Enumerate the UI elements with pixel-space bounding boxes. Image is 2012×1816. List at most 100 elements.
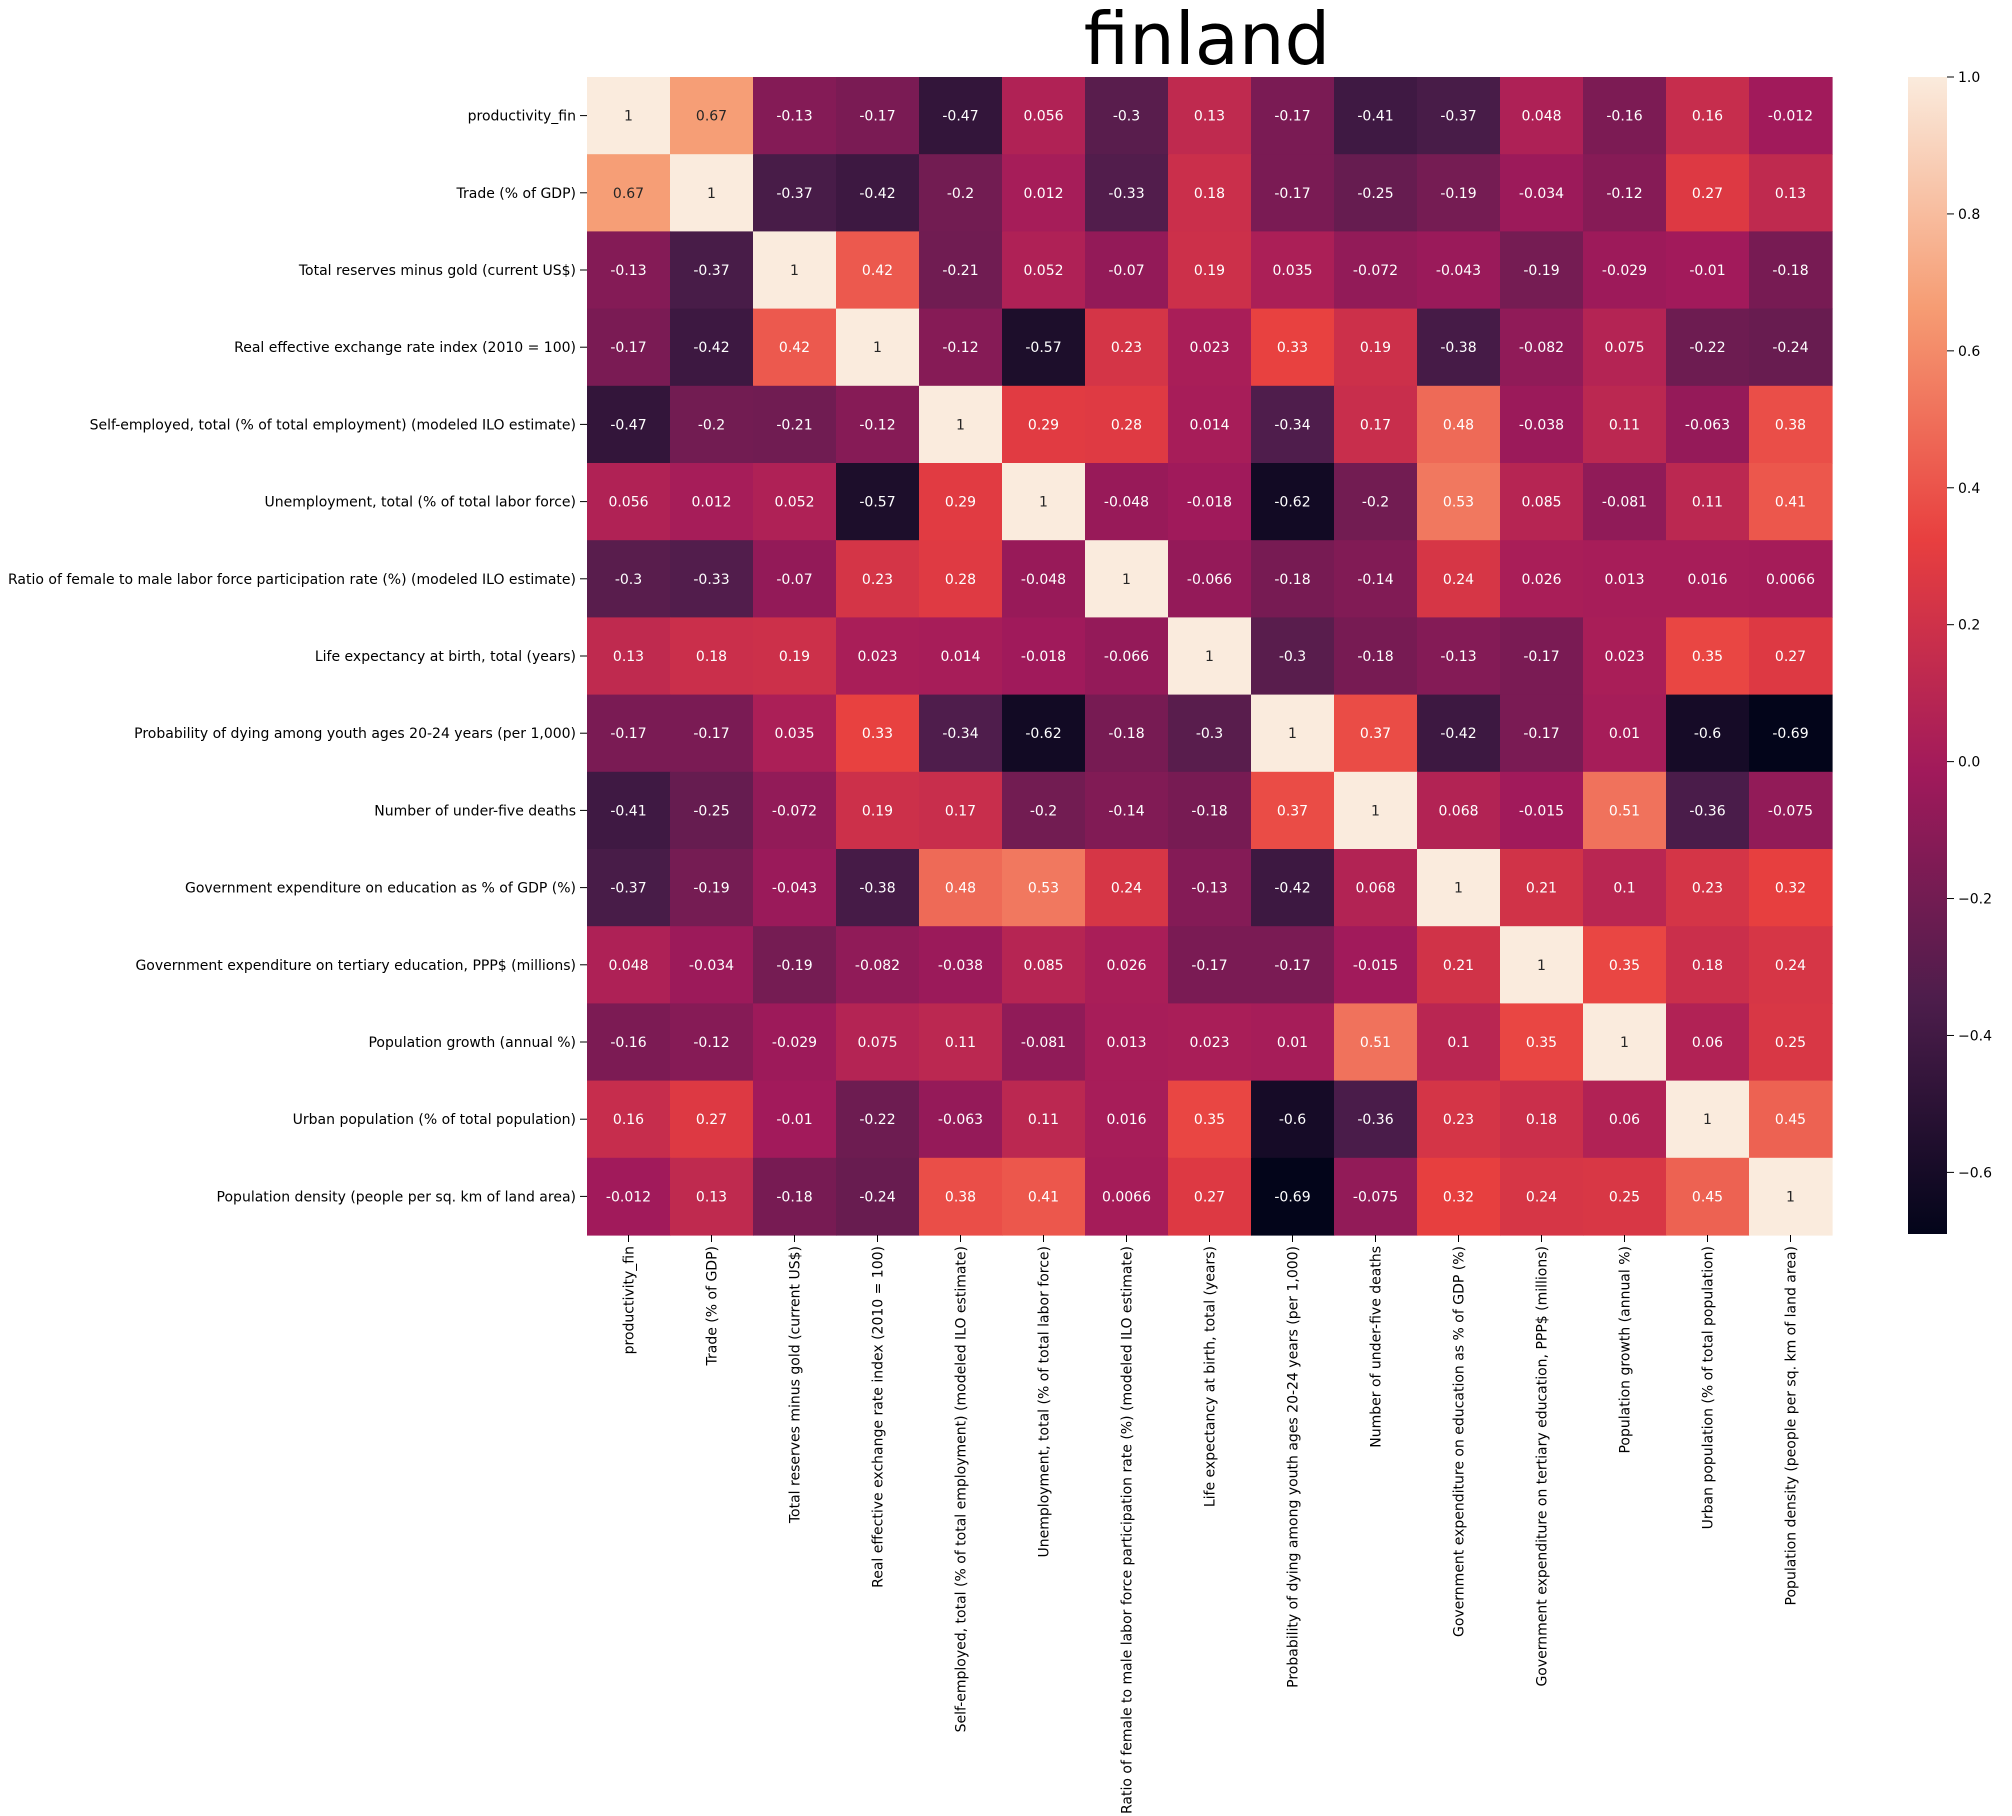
y-axis-labels: productivity_fin Trade (% of GDP) Total re… xyxy=(8,109,587,1205)
y-tick-label: Probability of dying among youth ages 20… xyxy=(134,726,576,742)
cell-annotation: 0.38 xyxy=(945,1189,976,1205)
cell-annotation: 0.026 xyxy=(1521,572,1561,588)
cell-annotation: -0.07 xyxy=(776,572,812,588)
cell-annotation: -0.2 xyxy=(947,186,974,202)
cell-annotation: -0.2 xyxy=(1362,495,1389,511)
cell-annotation: -0.015 xyxy=(1353,958,1398,974)
heatmap-cell xyxy=(1666,231,1750,310)
cell-annotation: 0.023 xyxy=(857,649,897,665)
cell-annotation: 0.023 xyxy=(1189,340,1229,356)
cell-annotation: -0.17 xyxy=(1274,109,1310,125)
heatmap-cell xyxy=(1666,926,1750,1004)
heatmap-cell xyxy=(1749,154,1833,232)
heatmap-cell xyxy=(1334,154,1418,232)
cell-annotation: 0.32 xyxy=(1775,881,1806,897)
heatmap-cell xyxy=(1168,1157,1252,1236)
heatmap-cell xyxy=(587,231,671,310)
heatmap-cell xyxy=(1085,926,1169,1004)
heatmap-cell xyxy=(1085,308,1169,387)
y-tick-label: Government expenditure on education as %… xyxy=(185,881,576,897)
heatmap-cell xyxy=(1417,77,1501,155)
cell-annotation: 0.1 xyxy=(1447,1035,1469,1051)
heatmap-cell xyxy=(670,1157,754,1236)
cell-annotation: 0.33 xyxy=(862,726,893,742)
x-tick-label: Population density (people per sq. km of… xyxy=(1784,1246,1800,1605)
cell-annotation: -0.01 xyxy=(1689,263,1725,279)
cell-annotation: -0.21 xyxy=(942,263,978,279)
y-tick-label: Ratio of female to male labor force part… xyxy=(8,572,576,588)
heatmap-cell xyxy=(1417,231,1501,310)
heatmap-cell xyxy=(587,771,671,850)
cell-annotation: 0.41 xyxy=(1775,495,1806,511)
heatmap-cell xyxy=(753,849,837,927)
heatmap-cell xyxy=(919,154,1003,232)
heatmap-cell xyxy=(1334,926,1418,1004)
cell-annotation: -0.47 xyxy=(942,109,978,125)
cell-annotation: 0.38 xyxy=(1775,417,1806,433)
heatmap-cell xyxy=(1417,1003,1501,1082)
heatmap-cell xyxy=(1334,385,1418,464)
cell-annotation: -0.038 xyxy=(938,958,983,974)
heatmap-cell xyxy=(919,308,1003,387)
cell-annotation: 0.51 xyxy=(1609,803,1640,819)
cell-annotation: -0.015 xyxy=(1519,803,1564,819)
colorbar-tick-label: 0.6 xyxy=(1958,344,1980,360)
cell-annotation: -0.072 xyxy=(772,803,817,819)
cell-annotation: -0.38 xyxy=(859,881,895,897)
heatmap-cell xyxy=(1334,463,1418,541)
heatmap-cell xyxy=(1417,694,1501,773)
heatmap-cell xyxy=(919,385,1003,464)
cell-annotation: 0.0066 xyxy=(1766,572,1815,588)
cell-annotation: -0.081 xyxy=(1021,1035,1066,1051)
cell-annotation: 1 xyxy=(956,417,965,433)
cell-annotation: 0.18 xyxy=(1692,958,1723,974)
heatmap-cells xyxy=(587,77,1833,1236)
cell-annotation: -0.22 xyxy=(1689,340,1725,356)
cell-annotation: 0.052 xyxy=(774,495,814,511)
cell-annotation: -0.19 xyxy=(776,958,812,974)
cell-annotation: -0.13 xyxy=(1440,649,1476,665)
cell-annotation: -0.066 xyxy=(1187,572,1232,588)
heatmap-cell xyxy=(670,771,754,850)
heatmap-cell xyxy=(1583,308,1667,387)
cell-annotation: 0.06 xyxy=(1692,1035,1723,1051)
heatmap-cell xyxy=(1666,849,1750,927)
x-tick-label: Life expectancy at birth, total (years) xyxy=(1203,1246,1219,1507)
heatmap-cell xyxy=(1583,463,1667,541)
heatmap-cell xyxy=(1749,617,1833,696)
cell-annotation: 0.19 xyxy=(1194,263,1225,279)
x-tick-label: Trade (% of GDP) xyxy=(705,1246,721,1366)
cell-annotation: 1 xyxy=(1371,803,1380,819)
cell-annotation: 0.19 xyxy=(1360,340,1391,356)
heatmap-cell xyxy=(1666,154,1750,232)
cell-annotation: -0.18 xyxy=(1357,649,1393,665)
cell-annotation: -0.17 xyxy=(1191,958,1227,974)
heatmap-cell xyxy=(1251,926,1335,1004)
heatmap-cell xyxy=(1666,771,1750,850)
cell-annotation: 0.026 xyxy=(1106,958,1146,974)
cell-annotation: 0.28 xyxy=(945,572,976,588)
cell-annotation: -0.33 xyxy=(693,572,729,588)
heatmap-cell xyxy=(1666,1157,1750,1236)
cell-annotation: 0.48 xyxy=(945,881,976,897)
heatmap-cell xyxy=(1583,926,1667,1004)
cell-annotation: 0.035 xyxy=(774,726,814,742)
cell-annotation: 0.01 xyxy=(1609,726,1640,742)
heatmap-cell xyxy=(670,154,754,232)
cell-annotation: 0.37 xyxy=(1360,726,1391,742)
colorbar-tick-label: −0.2 xyxy=(1958,892,1992,908)
cell-annotation: -0.62 xyxy=(1025,726,1061,742)
heatmap-cell xyxy=(1749,1080,1833,1159)
heatmap-cell xyxy=(1251,1003,1335,1082)
heatmap-cell xyxy=(1583,1080,1667,1159)
cell-annotation: 1 xyxy=(1454,881,1463,897)
heatmap-cell xyxy=(1583,617,1667,696)
cell-annotation: -0.33 xyxy=(1108,186,1144,202)
cell-annotation: -0.043 xyxy=(1436,263,1481,279)
cell-annotation: -0.42 xyxy=(1440,726,1476,742)
cell-annotation: 0.17 xyxy=(945,803,976,819)
cell-annotation: -0.69 xyxy=(1772,726,1808,742)
cell-annotation: 0.01 xyxy=(1277,1035,1308,1051)
cell-annotation: 0.37 xyxy=(1277,803,1308,819)
heatmap-cell xyxy=(836,1080,920,1159)
